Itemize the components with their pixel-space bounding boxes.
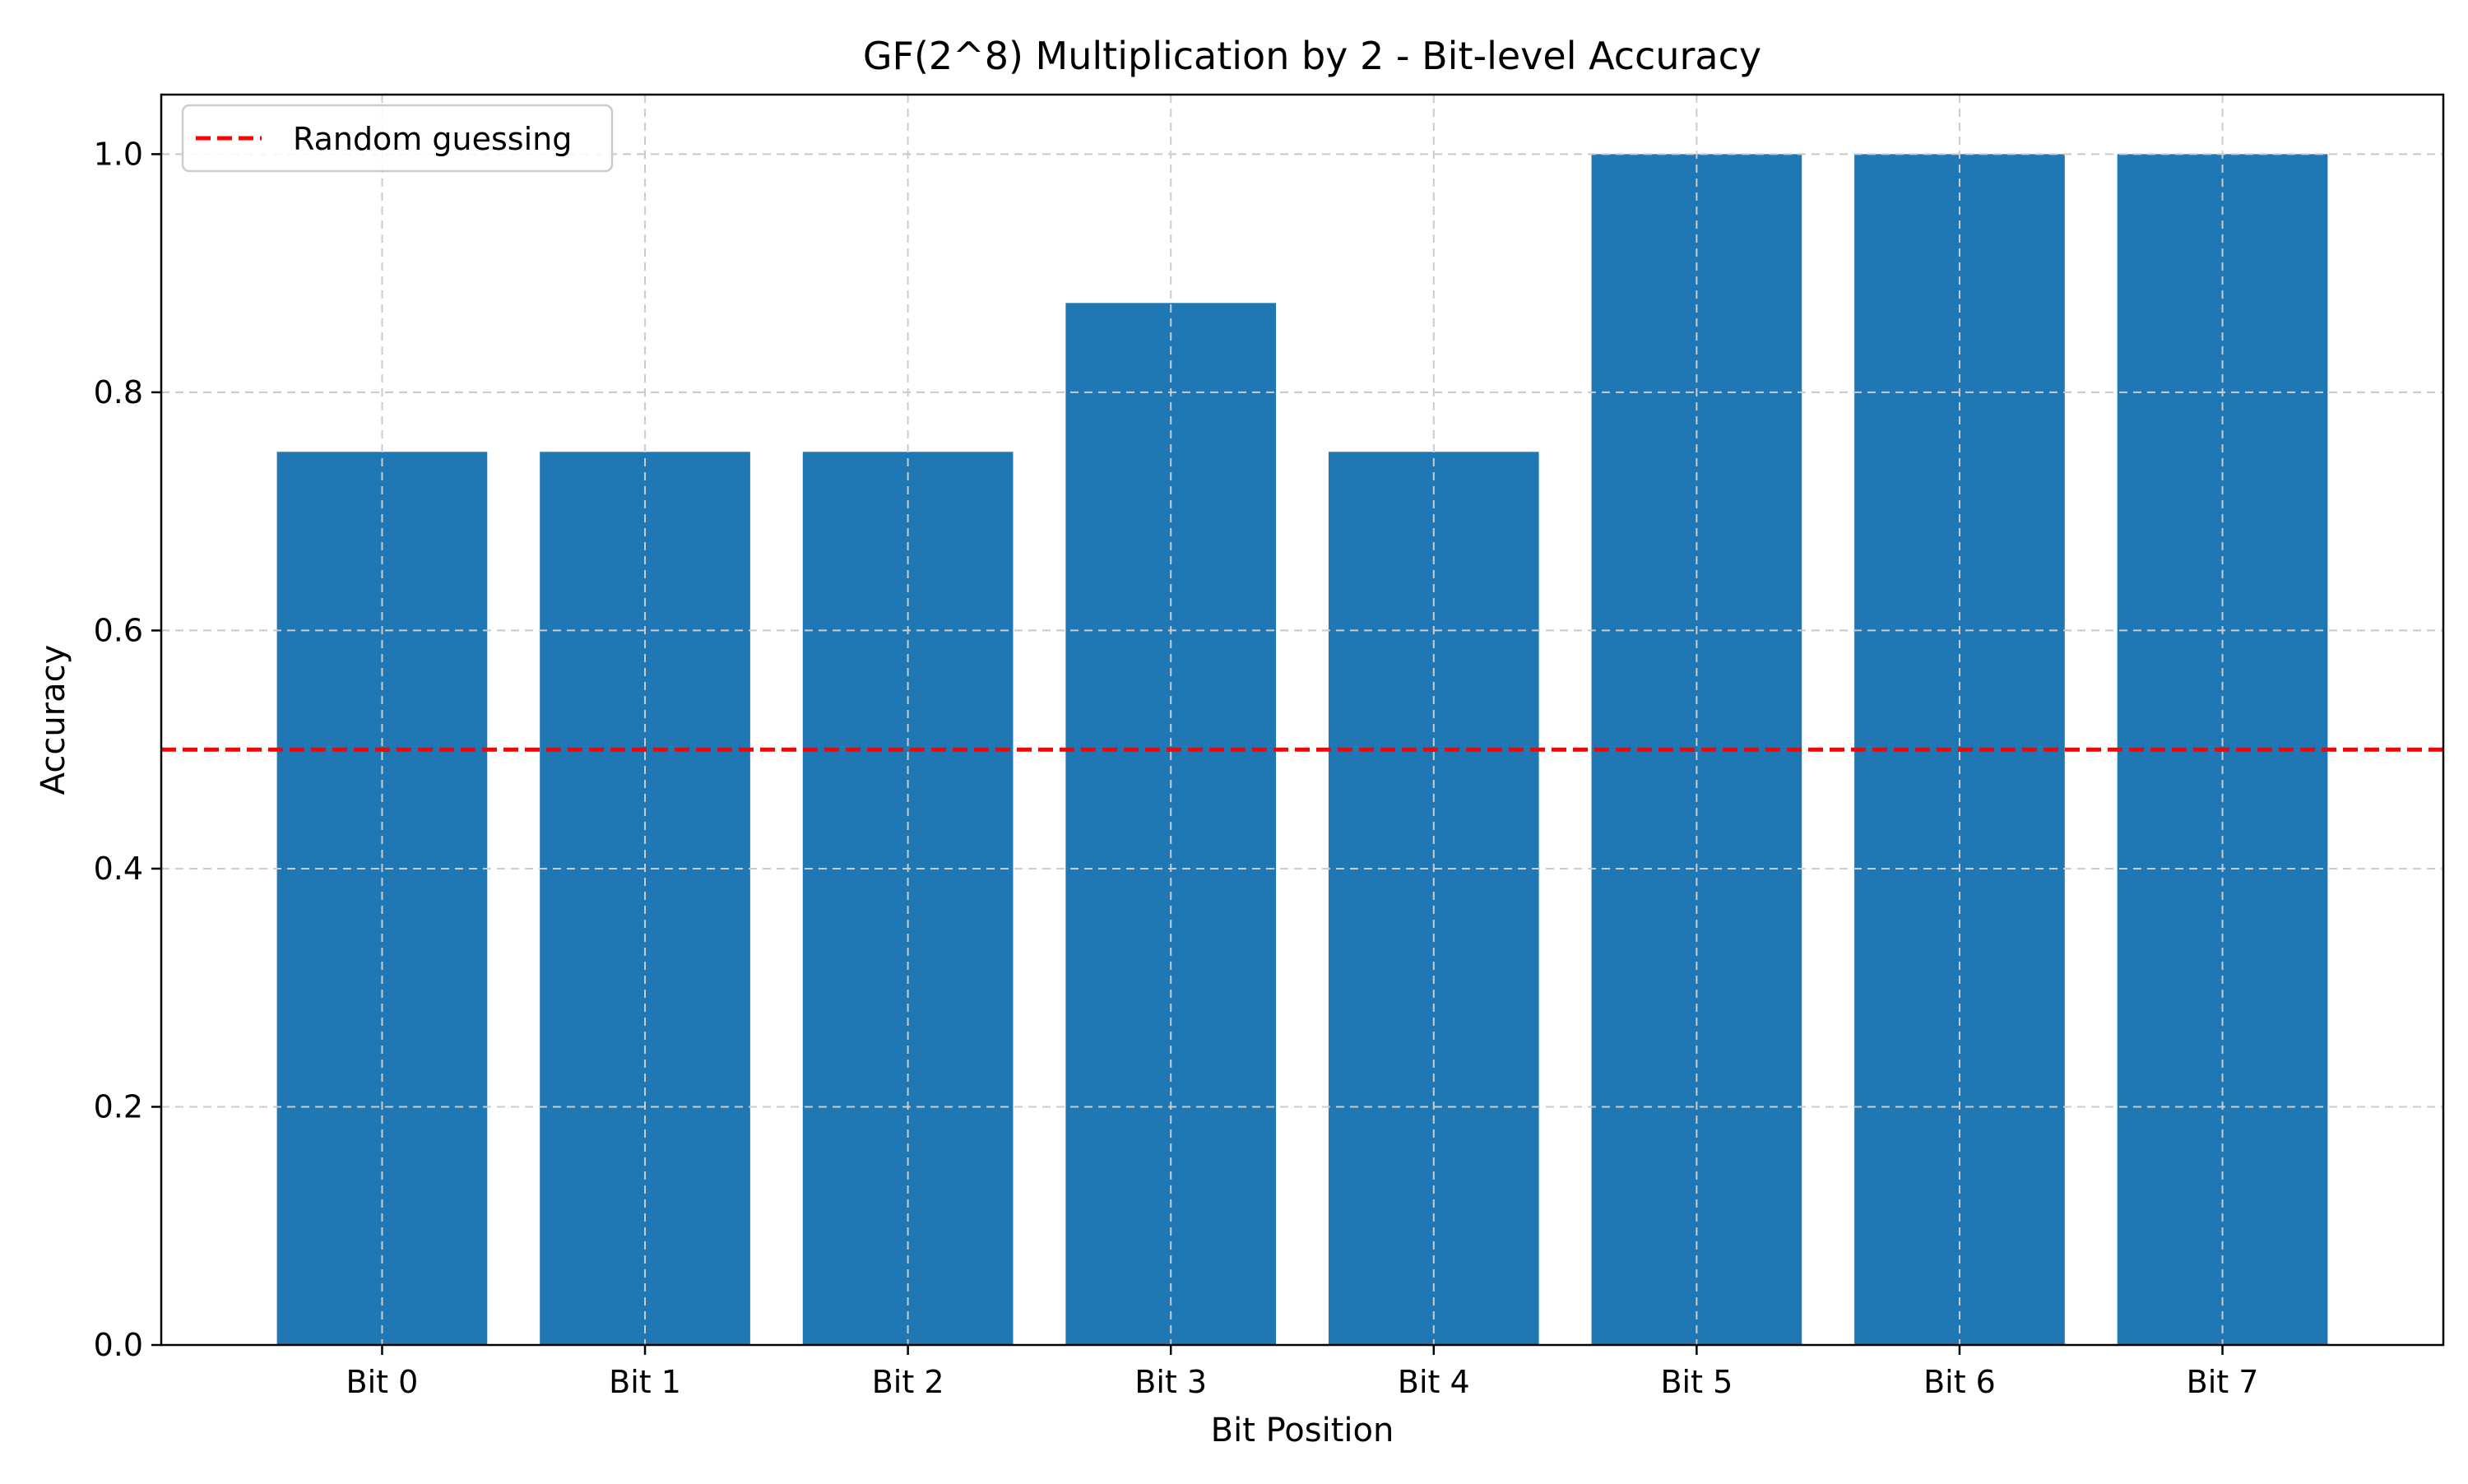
y-tick-label: 0.8 [94,374,143,410]
plot-frame [160,93,2445,1347]
y-tick-label: 1.0 [94,136,143,172]
y-axis: 0.0 0.2 0.4 0.6 0.8 1.0 [94,136,161,1363]
y-tick-label: 0.6 [94,612,143,648]
y-axis-label: Accuracy [35,645,72,795]
chart-title: GF(2^8) Multiplication by 2 - Bit-level … [863,34,1761,78]
x-tick-label: Bit 5 [1660,1364,1733,1400]
x-axis-label: Bit Position [1211,1412,1394,1449]
x-tick-label: Bit 2 [872,1364,944,1400]
x-tick-label: Bit 3 [1134,1364,1207,1400]
x-tick-label: Bit 7 [2187,1364,2259,1400]
y-tick-label: 0.0 [94,1327,143,1363]
x-tick-label: Bit 6 [1923,1364,1996,1400]
x-tick-label: Bit 0 [346,1364,419,1400]
x-tick-label: Bit 1 [609,1364,681,1400]
x-tick-label: Bit 4 [1398,1364,1470,1400]
legend-label-random-guessing: Random guessing [293,121,572,157]
legend-box [181,104,614,173]
y-tick-label: 0.2 [94,1088,143,1125]
y-tick-label: 0.4 [94,851,143,887]
legend: Random guessing [181,104,614,173]
x-axis: Bit 0 Bit 1 Bit 2 Bit 3 Bit 4 Bit 5 Bit 6 Bit 7 [346,1345,2259,1400]
